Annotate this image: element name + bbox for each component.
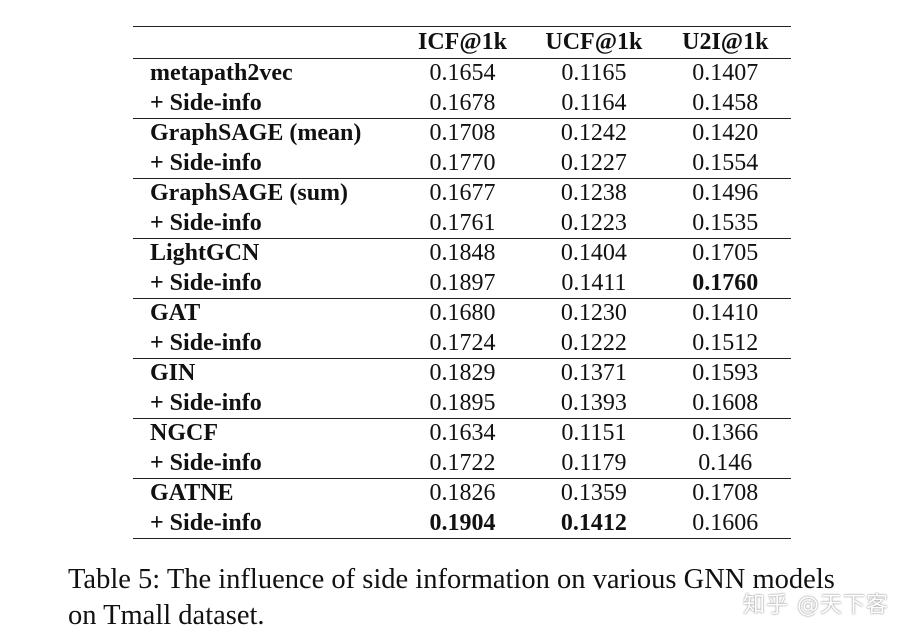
results-table: ICF@1k UCF@1k U2I@1k metapath2vec 0.1654 0… [133,26,791,539]
header-model [133,27,397,59]
table-row-side-info: + Side-info 0.1904 0.1412 0.1606 [133,509,791,539]
watermark: 知乎 @天下客 [743,593,889,618]
table-row-base: LightGCN 0.1848 0.1404 0.1705 [133,238,791,269]
u2i-value: 0.1407 [692,60,759,86]
ucf-value: 0.1164 [561,89,627,116]
ucf-value: 0.1411 [561,269,627,296]
u2i-value: 0.1554 [692,149,759,176]
model-name: + Side-info [150,269,262,296]
table-body: metapath2vec 0.1654 0.1165 0.1407 + Side-inf… [133,58,791,539]
u2i-value: 0.1535 [692,209,759,236]
u2i-value: 0.1606 [692,509,759,536]
icf-value: 0.1895 [429,389,496,416]
ucf-value: 0.1371 [560,360,627,386]
model-name: metapath2vec [150,60,293,86]
table-row-side-info: + Side-info 0.1770 0.1227 0.1554 [133,149,791,179]
u2i-value: 0.1512 [692,329,759,356]
model-name: GIN [150,360,196,386]
model-name: + Side-info [150,389,262,416]
model-name: + Side-info [150,149,262,176]
table-row-base: GraphSAGE (sum) 0.1677 0.1238 0.1496 [133,178,791,209]
icf-value: 0.1897 [429,269,496,296]
table-row-side-info: + Side-info 0.1722 0.1179 0.146 [133,449,791,479]
table-row-side-info: + Side-info 0.1724 0.1222 0.1512 [133,329,791,359]
model-name: GraphSAGE (mean) [150,120,362,146]
model-name: NGCF [150,420,218,446]
u2i-value: 0.1760 [692,269,759,296]
u2i-value: 0.1705 [692,240,759,266]
icf-value: 0.1848 [429,240,496,266]
ucf-value: 0.1230 [560,300,627,326]
table-row-side-info: + Side-info 0.1895 0.1393 0.1608 [133,389,791,419]
icf-value: 0.1770 [429,149,496,176]
ucf-value: 0.1223 [560,209,627,236]
u2i-value: 0.1708 [692,480,759,506]
u2i-value: 0.1410 [692,300,759,326]
header-icf: ICF@1k [417,28,507,55]
icf-value: 0.1677 [429,180,496,206]
table-row-side-info: + Side-info 0.1761 0.1223 0.1535 [133,209,791,239]
table-caption: Table 5: The influence of side informati… [68,562,868,634]
table-row-base: GATNE 0.1826 0.1359 0.1708 [133,478,791,509]
model-name: + Side-info [150,329,262,356]
u2i-value: 0.146 [698,449,753,476]
table-row-side-info: + Side-info 0.1897 0.1411 0.1760 [133,269,791,299]
ucf-value: 0.1238 [560,180,627,206]
header-row: ICF@1k UCF@1k U2I@1k [133,26,791,59]
ucf-value: 0.1227 [560,149,627,176]
table-row-side-info: + Side-info 0.1678 0.1164 0.1458 [133,89,791,119]
model-name: GraphSAGE (sum) [150,180,349,206]
ucf-value: 0.1222 [560,329,627,356]
icf-value: 0.1829 [429,360,496,386]
table-row-base: NGCF 0.1634 0.1151 0.1366 [133,418,791,449]
ucf-value: 0.1393 [560,389,627,416]
icf-value: 0.1654 [429,60,496,86]
table-row-base: GraphSAGE (mean) 0.1708 0.1242 0.1420 [133,118,791,149]
u2i-value: 0.1420 [692,120,759,146]
ucf-value: 0.1359 [560,480,627,506]
icf-value: 0.1761 [429,209,496,236]
model-name: + Side-info [150,89,262,116]
u2i-value: 0.1366 [692,420,759,446]
model-name: + Side-info [150,209,262,236]
model-name: GATNE [150,480,234,506]
caption-text: The influence of side information on var… [68,564,835,631]
model-name: + Side-info [150,449,262,476]
icf-value: 0.1724 [429,329,496,356]
icf-value: 0.1678 [429,89,496,116]
icf-value: 0.1708 [429,120,496,146]
ucf-value: 0.1404 [560,240,627,266]
header-ucf: UCF@1k [545,28,643,55]
ucf-value: 0.1151 [561,420,627,446]
ucf-value: 0.1412 [560,509,627,536]
model-name: LightGCN [150,240,260,266]
table-row-base: metapath2vec 0.1654 0.1165 0.1407 [133,58,791,89]
table-row-base: GIN 0.1829 0.1371 0.1593 [133,358,791,389]
u2i-value: 0.1593 [692,360,759,386]
icf-value: 0.1680 [429,300,496,326]
u2i-value: 0.1608 [692,389,759,416]
icf-value: 0.1826 [429,480,496,506]
icf-value: 0.1904 [429,509,496,536]
caption-label: Table 5: [68,564,161,595]
header-u2i: U2I@1k [682,28,769,55]
u2i-value: 0.1496 [692,180,759,206]
icf-value: 0.1722 [429,449,496,476]
ucf-value: 0.1242 [560,120,627,146]
u2i-value: 0.1458 [692,89,759,116]
table-row-base: GAT 0.1680 0.1230 0.1410 [133,298,791,329]
model-name: GAT [150,300,201,326]
ucf-value: 0.1179 [561,449,627,476]
model-name: + Side-info [150,509,262,536]
ucf-value: 0.1165 [561,60,627,86]
icf-value: 0.1634 [429,420,496,446]
